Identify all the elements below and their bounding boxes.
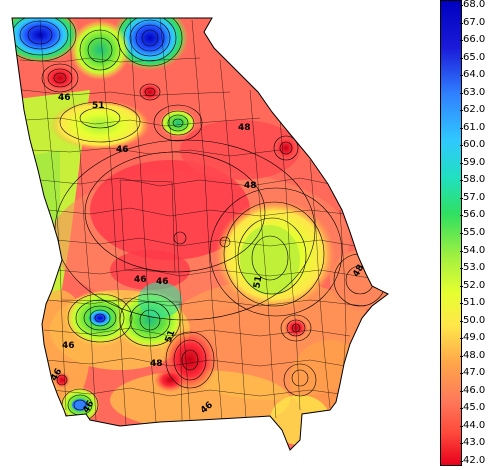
colorbar-tick-label: 61.0	[459, 121, 486, 133]
colorbar-tick-label: 63.0	[459, 86, 486, 98]
contour-label: 48	[150, 359, 163, 369]
contour-label: 46	[62, 341, 75, 351]
colorbar-tick-label: 51.0	[459, 297, 486, 309]
colorbar-tick-label: 42.0	[459, 455, 486, 466]
colorbar-tick-label: 57.0	[459, 191, 486, 203]
contour-label: 46	[134, 275, 147, 285]
colorbar-tick-label: 52.0	[459, 279, 486, 291]
colorbar-tick-label: 59.0	[459, 156, 486, 168]
colorbar-tick-label: 68.0	[459, 0, 486, 10]
colorbar-tick-label: 58.0	[459, 174, 486, 186]
georgia-contour-map: 46 51 46 48 48 51 46 46 48 48 46 51 46 4…	[11, 17, 389, 451]
colorbar-tick-label: 43.0	[459, 437, 486, 449]
contour-label: 46	[58, 93, 71, 103]
colorbar-tick-label: 54.0	[459, 244, 486, 256]
colorbar-tick-label: 66.0	[459, 34, 486, 46]
contour-label: 48	[238, 123, 251, 133]
colorbar-tick-label: 64.0	[459, 69, 486, 81]
contour-label: 51	[252, 275, 264, 289]
colorbar	[440, 0, 462, 466]
colorbar-tick-label: 67.0	[459, 16, 486, 28]
colorbar-tick-label: 60.0	[459, 139, 486, 151]
contour-label: 51	[164, 329, 178, 344]
contour-label: 46	[116, 145, 129, 155]
contour-label: 46	[156, 277, 169, 287]
contour-label: 48	[244, 181, 257, 191]
colorbar-tick-label: 48.0	[459, 349, 486, 361]
colorbar-tick-label: 49.0	[459, 332, 486, 344]
contour-label: 51	[92, 101, 105, 111]
state-outline	[11, 17, 389, 451]
colorbar-tick-label: 47.0	[459, 367, 486, 379]
colorbar-tick-label: 55.0	[459, 227, 486, 238]
colorbar-tick-label: 44.0	[459, 419, 486, 431]
colorbar-tick-label: 65.0	[459, 51, 486, 63]
colorbar-gradient	[441, 1, 461, 465]
colorbar-tick-label: 53.0	[459, 262, 486, 274]
colorbar-tick-label: 46.0	[459, 384, 486, 396]
colorbar-tick-label: 56.0	[459, 209, 486, 221]
colorbar-tick-label: 50.0	[459, 314, 486, 326]
colorbar-tick-label: 62.0	[459, 104, 486, 116]
colorbar-tick-label: 45.0	[459, 402, 486, 414]
county-boundaries	[19, 18, 371, 426]
